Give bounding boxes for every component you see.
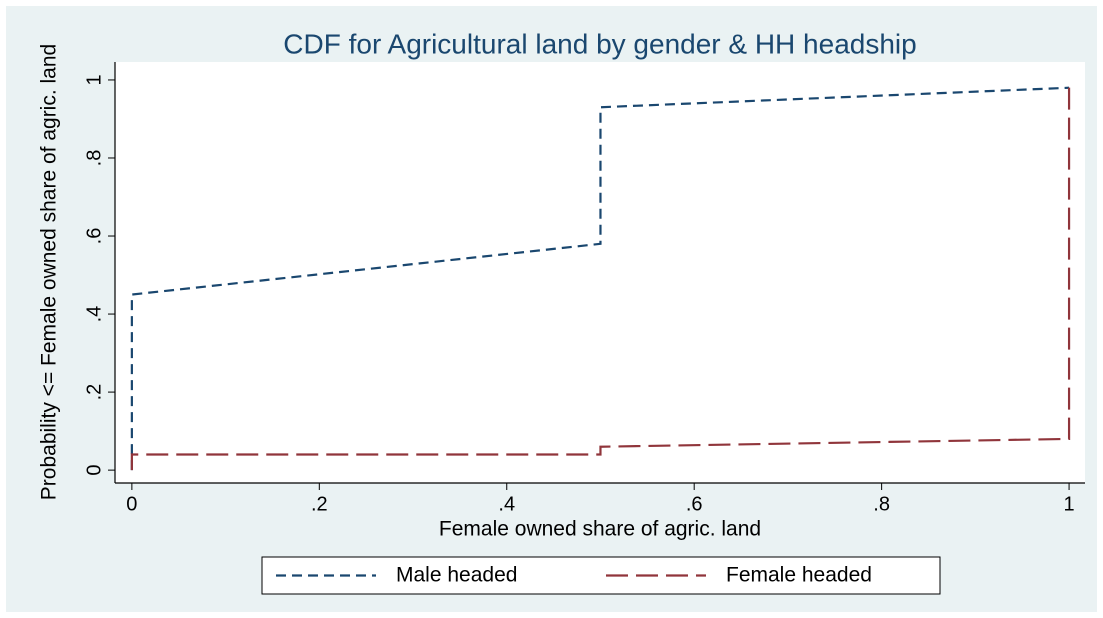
x-axis-title: Female owned share of agric. land [439, 518, 761, 541]
series-line [130, 86, 1070, 471]
x-tick-label: 0 [126, 493, 137, 515]
x-tick-label: .6 [686, 493, 703, 515]
y-tick-label: 1 [83, 74, 105, 85]
legend-label: Male headed [396, 564, 517, 587]
y-axis-title: Probability <= Female owned share of agr… [38, 44, 61, 500]
x-tick-label: .8 [873, 493, 890, 515]
x-tick-label: .2 [311, 493, 328, 515]
series-line [130, 79, 1071, 471]
y-tick-label: .6 [83, 228, 105, 245]
y-tick-label: .2 [83, 384, 105, 401]
y-tick-label: .4 [83, 306, 105, 323]
plot-area [115, 62, 1085, 483]
x-tick-label: .4 [498, 493, 515, 515]
y-tick-label: .8 [83, 150, 105, 167]
legend-label: Female headed [726, 564, 872, 587]
y-tick-label: 0 [83, 465, 105, 476]
chart-title: CDF for Agricultural land by gender & HH… [283, 28, 916, 59]
x-tick-label: 1 [1064, 493, 1075, 515]
